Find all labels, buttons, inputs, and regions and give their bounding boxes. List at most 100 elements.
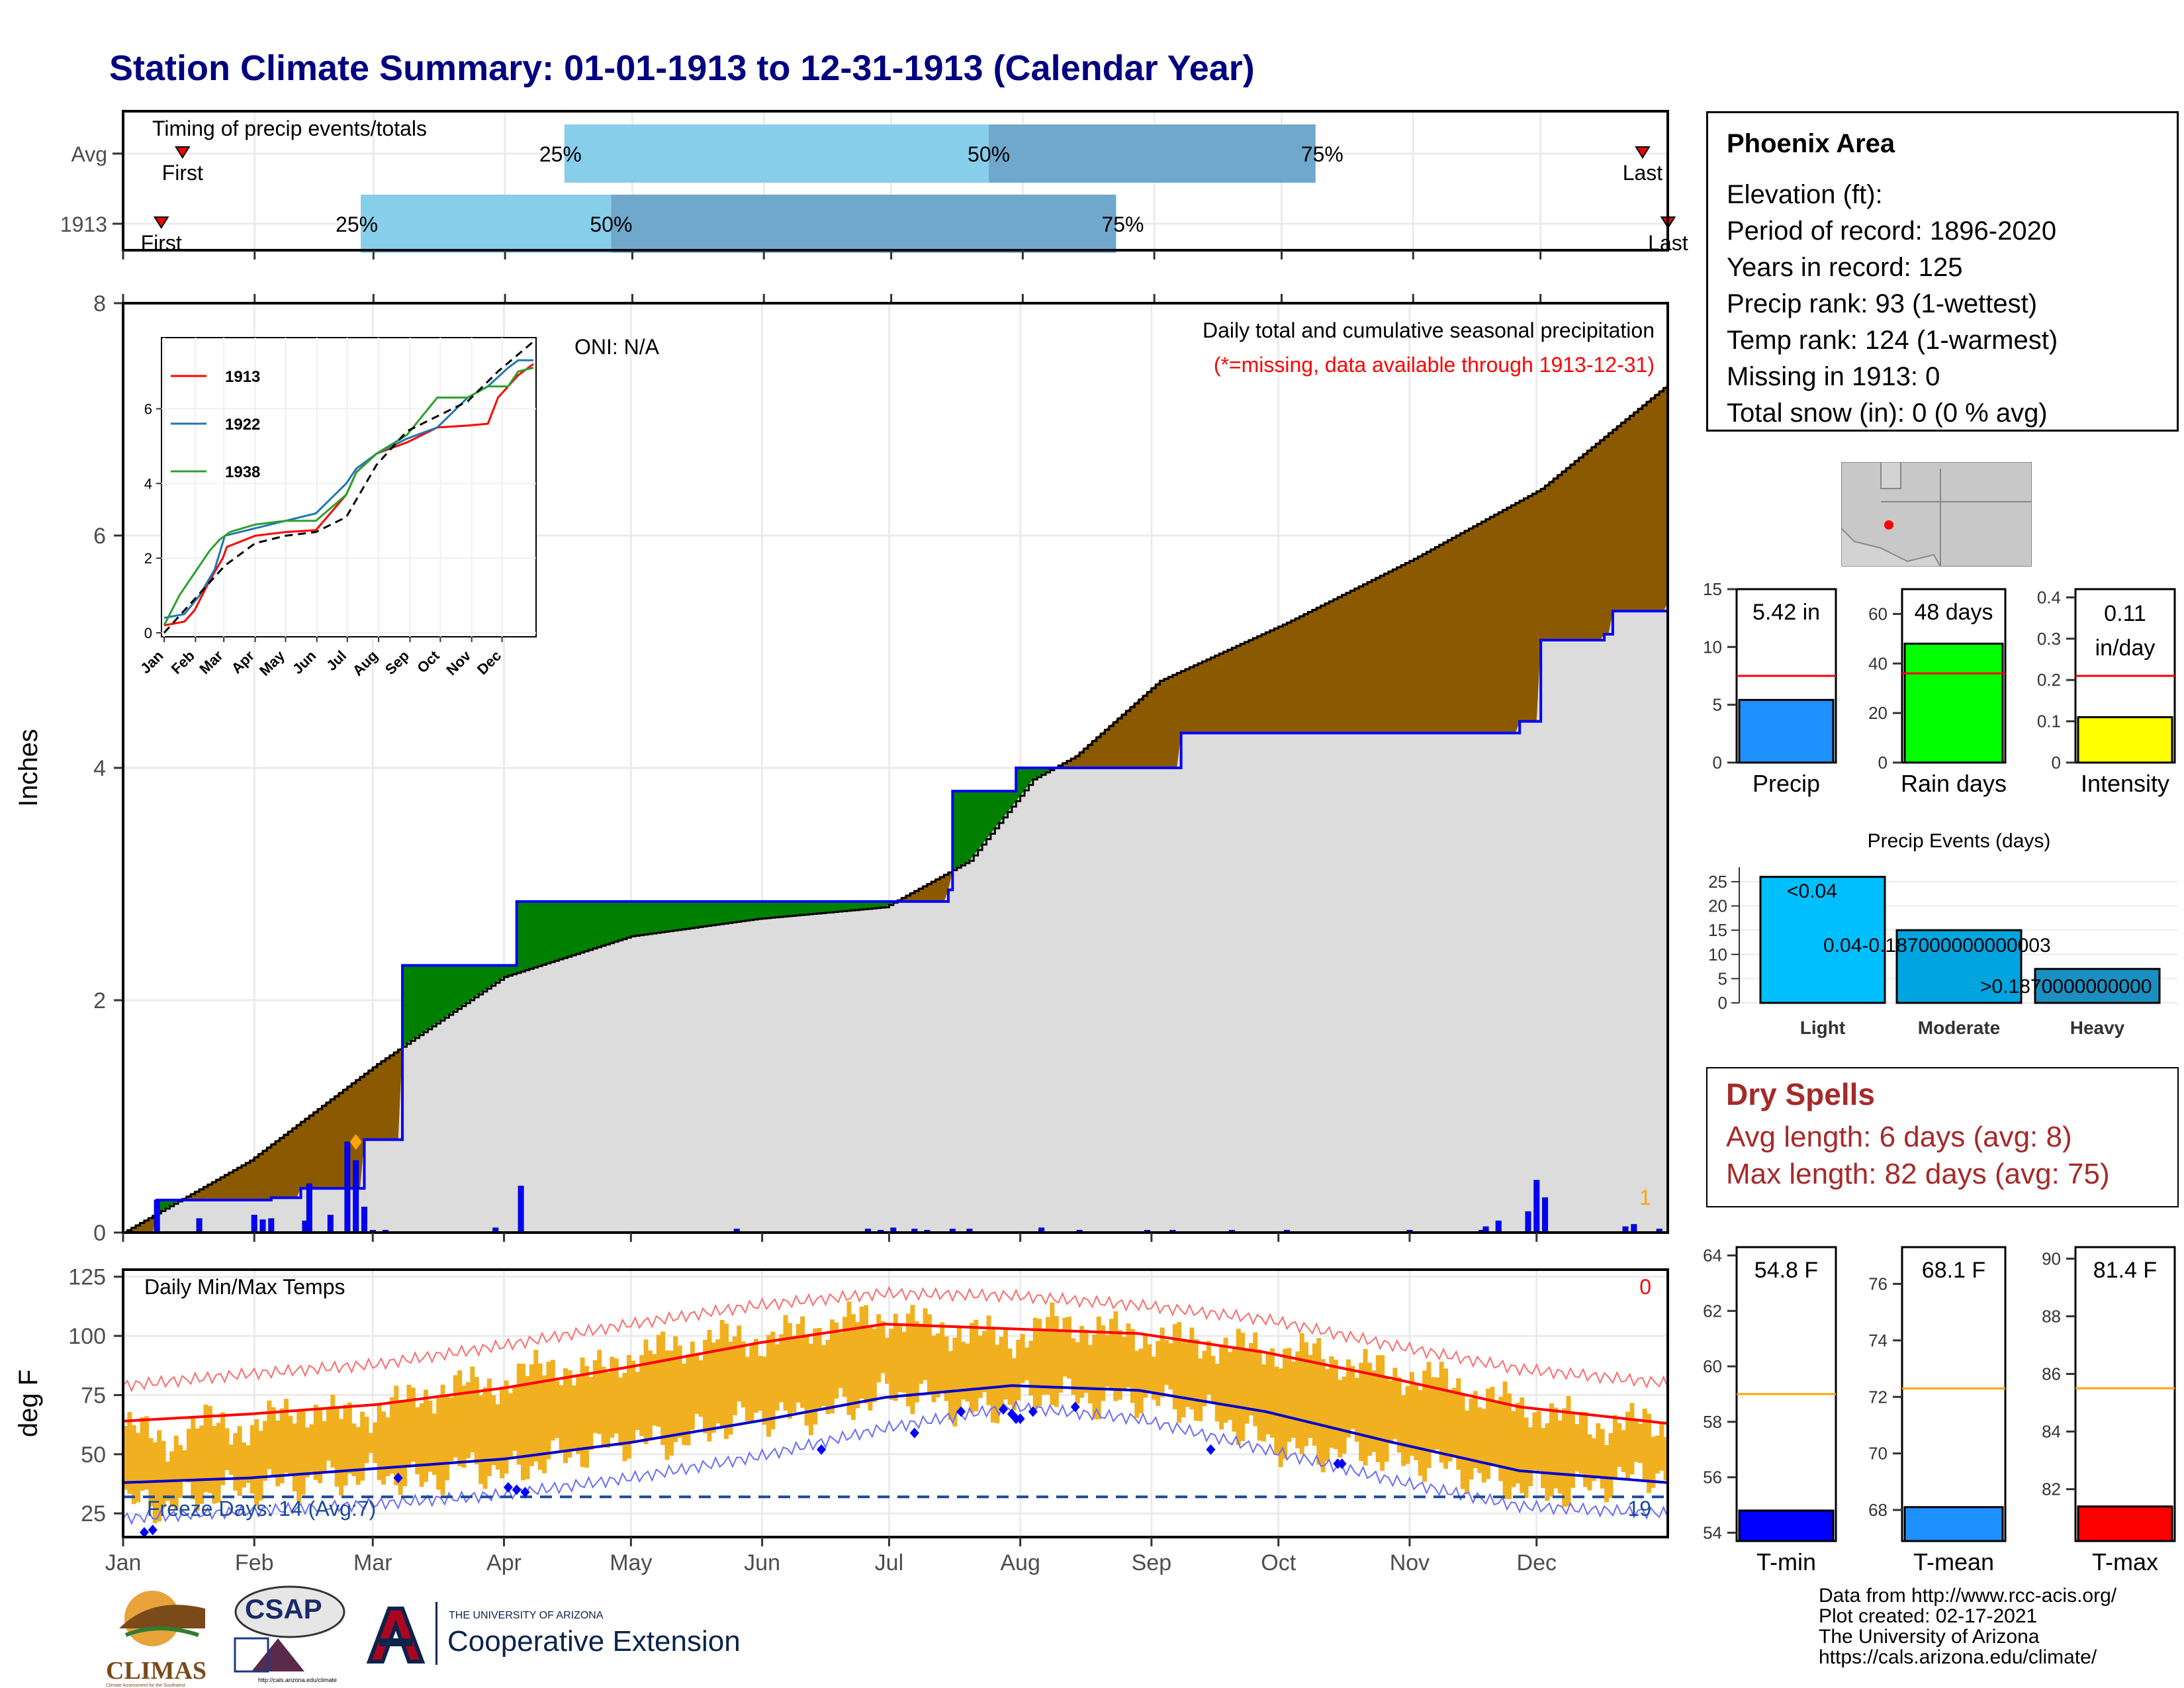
daily-temp-bar: [974, 1319, 979, 1412]
daily-temp-bar: [1269, 1348, 1275, 1438]
daily-temp-bar: [246, 1445, 251, 1483]
inset-series-line: [163, 340, 534, 634]
missing-data-marker: [349, 1134, 362, 1150]
daily-temp-bar: [792, 1336, 797, 1413]
freeze-day-marker: [1070, 1401, 1080, 1413]
daily-temp-bar: [592, 1360, 598, 1433]
daily-temp-bar: [1295, 1351, 1300, 1448]
summary-y-tick-label: 60: [1703, 1356, 1722, 1376]
daily-temp-bar: [360, 1411, 365, 1481]
daily-temp-bar: [808, 1343, 813, 1436]
ua-logo: [363, 1602, 429, 1671]
daily-temp-bar: [279, 1408, 285, 1483]
summary-y-tick-label: 84: [2042, 1422, 2061, 1442]
daily-temp-bar: [1591, 1438, 1596, 1481]
daily-temp-bar: [1409, 1372, 1414, 1456]
daily-temp-bar: [779, 1334, 784, 1403]
climas-logo-subtext: Climate Assessment for the Southwest: [106, 1683, 185, 1688]
daily-temp-bar: [389, 1397, 394, 1474]
daily-temp-bar: [1460, 1395, 1465, 1489]
daily-temp-bar: [300, 1409, 306, 1495]
temp-x-tick-label: Mar: [353, 1550, 392, 1575]
timing-p50-label: 50%: [968, 142, 1010, 166]
daily-temp-bar: [846, 1301, 852, 1415]
daily-temp-bar: [876, 1314, 882, 1383]
summary-bar-category-label: Precip: [1752, 770, 1820, 797]
first-event-label: First: [162, 161, 203, 185]
daily-temp-bar: [1227, 1352, 1232, 1420]
daily-temp-bar: [495, 1404, 500, 1470]
daily-temp-bar: [686, 1354, 691, 1446]
daily-temp-bar: [1177, 1322, 1182, 1423]
daily-temp-bar: [601, 1366, 606, 1446]
temp-x-tick-label: Nov: [1390, 1550, 1430, 1575]
daily-temp-bar: [944, 1336, 949, 1401]
daily-temp-bar: [1058, 1329, 1064, 1393]
events-chart-title: Precip Events (days): [1868, 830, 2051, 852]
csap-logo-text: CSAP: [245, 1593, 322, 1624]
daily-temp-bar: [673, 1336, 678, 1442]
daily-temp-bar: [682, 1363, 687, 1445]
summary-y-tick-label: 64: [1703, 1246, 1722, 1266]
daily-temp-bar: [576, 1376, 581, 1454]
daily-temp-bar: [698, 1360, 704, 1417]
freeze-day-marker: [393, 1472, 403, 1483]
daily-temp-bar: [1380, 1355, 1385, 1471]
daily-temp-bar: [461, 1385, 467, 1468]
daily-temp-bar: [859, 1307, 864, 1399]
daily-temp-bar: [1451, 1387, 1457, 1457]
freeze-day-marker: [999, 1403, 1009, 1415]
precip-y-tick-label: 2: [93, 988, 106, 1013]
summary-y-tick-label: 70: [1868, 1444, 1888, 1464]
daily-precip-bar: [1495, 1220, 1502, 1233]
ua-a-bar: [379, 1638, 412, 1646]
daily-temp-bar: [254, 1419, 259, 1506]
daily-temp-bar: [1062, 1317, 1068, 1377]
daily-temp-bar: [1629, 1403, 1635, 1475]
inset-y-tick-label: 0: [144, 625, 152, 641]
daily-temp-bar: [470, 1366, 475, 1453]
event-category-label: Moderate: [1918, 1017, 2000, 1038]
daily-temp-bar: [817, 1328, 822, 1409]
station-name: Phoenix Area: [1727, 129, 1895, 158]
daily-precip-bar: [1525, 1211, 1531, 1233]
daily-temp-bar: [618, 1377, 623, 1446]
daily-temp-bar: [1050, 1302, 1055, 1405]
daily-temp-bar: [660, 1331, 666, 1445]
daily-temp-bar: [385, 1417, 390, 1477]
daily-temp-bar: [355, 1427, 361, 1485]
daily-temp-bar: [267, 1400, 272, 1470]
daily-temp-bar: [351, 1423, 357, 1476]
daily-temp-bar: [1414, 1383, 1419, 1460]
event-category-label: Heavy: [2070, 1017, 2125, 1038]
daily-temp-bar: [1545, 1423, 1550, 1501]
daily-temp-bar: [288, 1415, 293, 1475]
summary-y-tick-label: 86: [2042, 1364, 2061, 1384]
daily-temp-bar: [449, 1397, 454, 1462]
daily-temp-bar: [1578, 1411, 1584, 1474]
summary-y-tick-label: 20: [1868, 703, 1888, 723]
daily-temp-bar: [834, 1322, 839, 1399]
daily-temp-bar: [1189, 1327, 1195, 1410]
csap-logo: CSAP http://cals.arizona.edu/climate: [232, 1585, 347, 1685]
daily-temp-bar: [1557, 1420, 1563, 1494]
daily-temp-bar: [1520, 1397, 1525, 1493]
daily-temp-bar: [1316, 1338, 1322, 1465]
freeze-days-label: Freeze Days: 14 (Avg:7): [147, 1497, 376, 1521]
daily-temp-bar: [580, 1357, 585, 1468]
summary-y-tick-label: 74: [1868, 1331, 1888, 1350]
daily-temp-bar: [330, 1394, 336, 1468]
last-event-label: Last: [1623, 161, 1663, 185]
daily-temp-bar: [635, 1372, 640, 1430]
temp-x-tick-label: Jun: [744, 1550, 780, 1575]
dry-spells-avg: Avg length: 6 days (avg: 8): [1726, 1121, 2072, 1153]
summary-y-tick-label: 58: [1703, 1412, 1722, 1432]
daily-temp-bar: [1498, 1396, 1504, 1481]
daily-temp-bar: [940, 1322, 945, 1392]
daily-temp-bar: [491, 1395, 496, 1466]
timing-bar-q2: [989, 124, 1316, 183]
daily-temp-bar: [377, 1404, 382, 1480]
daily-temp-bar: [263, 1421, 268, 1481]
daily-temp-bar: [774, 1344, 780, 1411]
daily-precip-bar: [1533, 1180, 1540, 1233]
